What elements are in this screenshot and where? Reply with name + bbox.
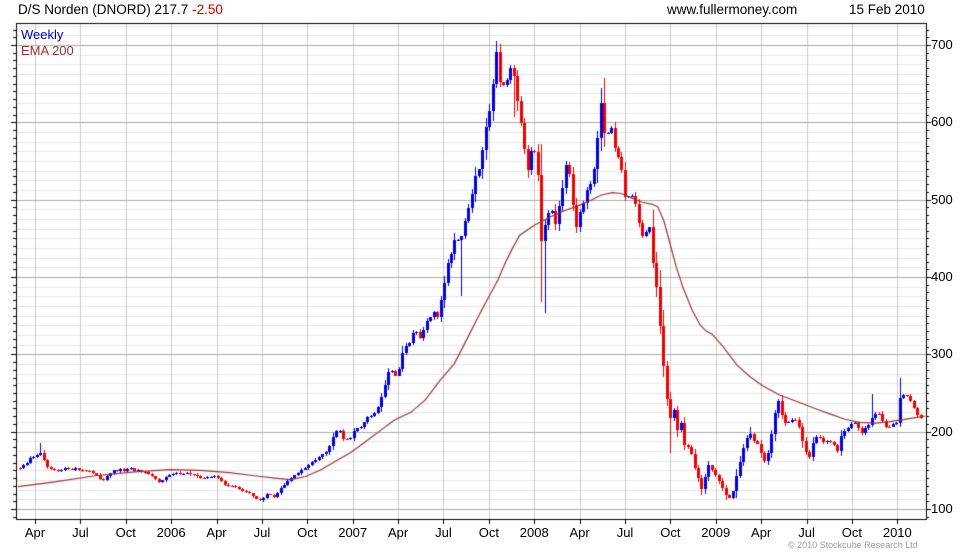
x-axis-label: Oct [478, 525, 499, 540]
x-axis-label: Oct [115, 525, 136, 540]
y-axis-label: 200 [931, 423, 953, 439]
y-axis-label: 300 [931, 346, 953, 362]
x-axis-label: Jul [435, 525, 452, 540]
x-axis-label: Apr [569, 525, 590, 540]
y-axis-label: 500 [931, 191, 953, 207]
x-axis-label: 2006 [156, 525, 186, 540]
x-axis-label: Jul [616, 525, 634, 540]
x-axis-label: Apr [24, 525, 46, 540]
y-axis-label: 400 [931, 268, 953, 284]
copyright-label: © 2010 Stockcube Research Ltd [788, 540, 918, 550]
x-axis-label: 2010 [882, 525, 912, 540]
x-axis-label: Apr [206, 525, 227, 540]
x-axis-label: Jul [798, 525, 815, 540]
y-axis-label: 700 [931, 37, 953, 52]
legend-weekly-label: Weekly [21, 27, 64, 42]
instrument-title: D/S Norden (DNORD) 217.7 [18, 2, 189, 17]
site-url: www.fullermoney.com [667, 2, 798, 17]
x-axis-label: Oct [297, 525, 318, 540]
x-axis-label: 2007 [338, 525, 368, 540]
price-change: -2.50 [192, 2, 223, 17]
page-title: D/S Norden (DNORD) 217.7 -2.50 [18, 2, 223, 17]
x-axis-label: Oct [841, 525, 863, 540]
x-axis-label: 2009 [701, 525, 731, 540]
x-axis-label: Jul [72, 525, 89, 540]
date-label: 15 Feb 2010 [849, 2, 925, 17]
y-axis-label: 100 [931, 500, 953, 516]
x-axis-label: Apr [387, 525, 409, 540]
x-axis-label: 2008 [519, 525, 549, 540]
x-axis-label: Jul [253, 525, 271, 540]
y-axis-label: 600 [931, 114, 953, 130]
x-axis-label: Oct [660, 525, 681, 540]
x-axis-label: Apr [751, 525, 772, 540]
legend-ema-label: EMA 200 [21, 43, 74, 58]
